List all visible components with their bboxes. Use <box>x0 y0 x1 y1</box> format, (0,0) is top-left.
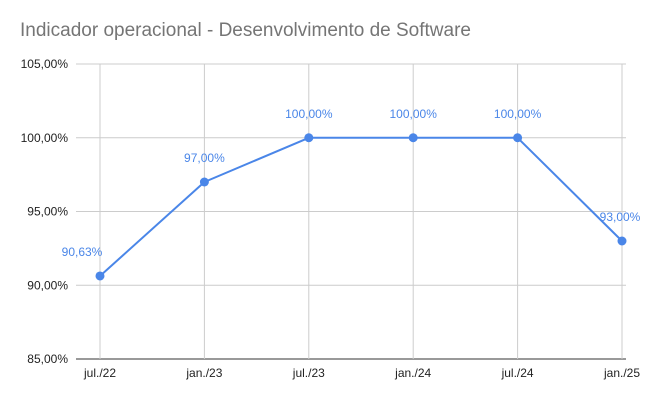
data-point[interactable] <box>304 133 314 143</box>
x-tick-label: jul./23 <box>292 366 325 380</box>
series-line <box>99 136 623 277</box>
data-label: 100,00% <box>285 107 333 121</box>
y-axis: 85,00% 90,00% 95,00% 100,00% 105,00% <box>21 57 69 366</box>
y-tick-label: 100,00% <box>21 131 69 145</box>
x-tick-label: jul./24 <box>501 366 534 380</box>
data-label: 93,00% <box>600 210 641 224</box>
chart-title: Indicador operacional - Desenvolvimento … <box>20 20 471 41</box>
y-tick-label: 90,00% <box>27 278 68 292</box>
x-tick-label: jan./24 <box>394 366 431 380</box>
y-tick-label: 85,00% <box>27 352 68 366</box>
data-label: 90,63% <box>62 245 103 259</box>
x-axis: jul./22 jan./23 jul./23 jan./24 jul./24 jan./… <box>83 366 640 380</box>
y-tick-label: 95,00% <box>27 205 68 219</box>
grid <box>76 63 626 360</box>
data-point[interactable] <box>199 177 209 187</box>
data-label: 100,00% <box>390 107 438 121</box>
series-layer <box>95 133 627 281</box>
data-label: 97,00% <box>184 151 225 165</box>
data-point[interactable] <box>617 236 627 246</box>
x-tick-label: jan./23 <box>185 366 222 380</box>
x-tick-label: jul./22 <box>83 366 116 380</box>
data-point[interactable] <box>408 133 418 143</box>
x-tick-label: jan./25 <box>603 366 640 380</box>
data-labels: 90,63% 97,00% 100,00% 100,00% 100,00% 93,00% <box>62 107 641 259</box>
data-label: 100,00% <box>494 107 542 121</box>
data-point[interactable] <box>95 271 105 281</box>
y-tick-label: 105,00% <box>21 57 69 71</box>
data-point[interactable] <box>513 133 523 143</box>
